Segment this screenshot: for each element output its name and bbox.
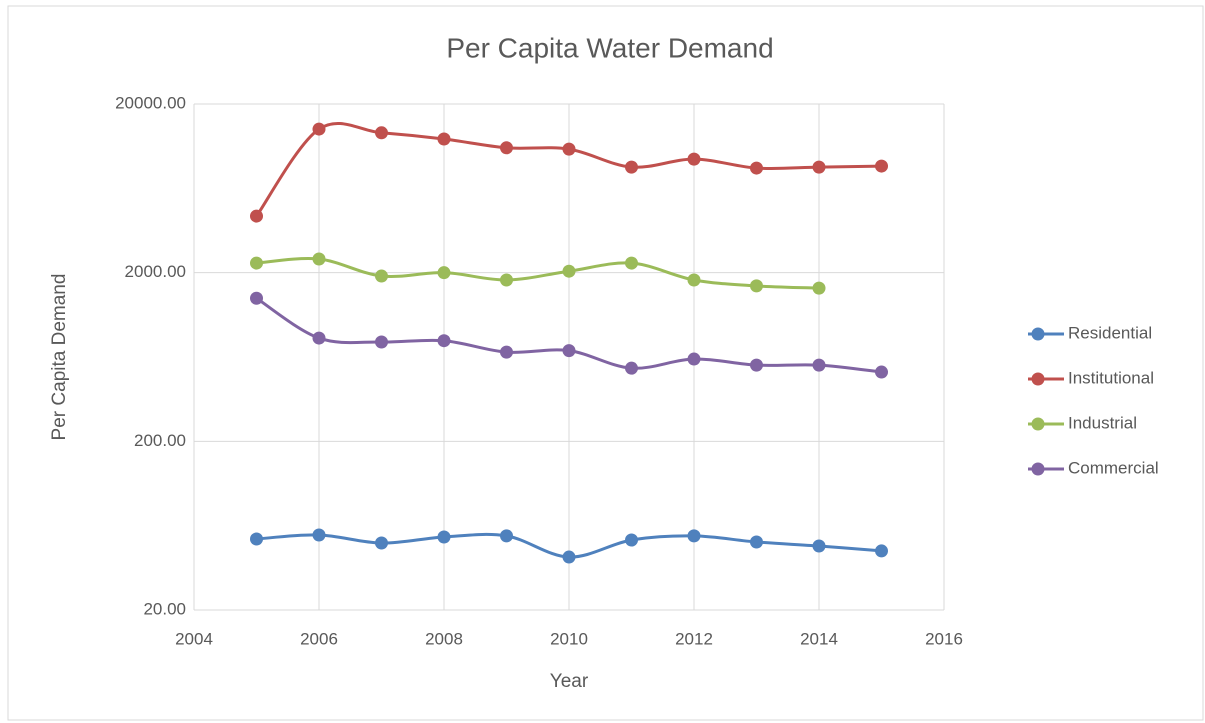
point-marker bbox=[625, 533, 638, 547]
point-marker bbox=[500, 529, 513, 543]
x-tick-label: 2014 bbox=[800, 629, 838, 648]
point-marker bbox=[437, 266, 451, 280]
point-marker bbox=[750, 358, 763, 372]
point-marker bbox=[750, 161, 763, 175]
y-axis-label: Per Capita Demand bbox=[49, 274, 70, 441]
x-tick-label: 2008 bbox=[425, 629, 463, 648]
y-tick-label: 200.00 bbox=[134, 431, 186, 450]
point-marker bbox=[625, 160, 638, 174]
point-marker bbox=[875, 159, 888, 173]
point-marker bbox=[687, 529, 701, 543]
y-tick-label: 20.00 bbox=[143, 599, 186, 618]
y-tick-label: 2000.00 bbox=[125, 262, 186, 281]
point-marker bbox=[875, 365, 888, 379]
point-marker bbox=[500, 345, 513, 359]
point-marker bbox=[375, 126, 388, 140]
point-marker bbox=[562, 344, 576, 358]
point-marker bbox=[375, 536, 388, 550]
x-tick-label: 2010 bbox=[550, 629, 588, 648]
point-marker bbox=[312, 122, 326, 136]
point-marker bbox=[562, 550, 576, 564]
y-tick-label: 20000.00 bbox=[115, 93, 186, 112]
legend-marker bbox=[1031, 327, 1045, 341]
point-marker bbox=[750, 535, 763, 549]
x-tick-label: 2016 bbox=[925, 629, 963, 648]
point-marker bbox=[750, 279, 763, 293]
point-marker bbox=[500, 273, 513, 287]
point-marker bbox=[312, 528, 326, 542]
point-marker bbox=[312, 331, 326, 345]
point-marker bbox=[500, 141, 513, 155]
point-marker bbox=[437, 530, 451, 544]
point-marker bbox=[687, 273, 701, 287]
legend-marker bbox=[1031, 462, 1045, 476]
point-marker bbox=[250, 291, 263, 305]
point-marker bbox=[250, 256, 263, 270]
point-marker bbox=[562, 142, 576, 156]
series-line bbox=[256, 257, 820, 290]
legend-label: Residential bbox=[1068, 323, 1152, 342]
point-marker bbox=[687, 152, 701, 166]
chart-title: Per Capita Water Demand bbox=[446, 32, 773, 63]
point-marker bbox=[562, 264, 576, 278]
point-marker bbox=[812, 281, 826, 295]
legend-marker bbox=[1031, 417, 1045, 431]
point-marker bbox=[687, 352, 701, 366]
point-marker bbox=[250, 532, 263, 546]
point-marker bbox=[375, 269, 388, 283]
x-tick-label: 2012 bbox=[675, 629, 713, 648]
legend-marker bbox=[1031, 372, 1045, 386]
point-marker bbox=[625, 361, 638, 375]
point-marker bbox=[875, 544, 888, 558]
x-axis-label: Year bbox=[550, 671, 589, 692]
legend-label: Industrial bbox=[1068, 413, 1137, 432]
point-marker bbox=[437, 334, 451, 348]
point-marker bbox=[312, 252, 326, 266]
point-marker bbox=[812, 160, 826, 174]
point-marker bbox=[625, 256, 638, 270]
legend-label: Commercial bbox=[1068, 458, 1159, 477]
x-tick-label: 2006 bbox=[300, 629, 338, 648]
point-marker bbox=[812, 539, 826, 553]
x-tick-label: 2004 bbox=[175, 629, 213, 648]
legend-label: Institutional bbox=[1068, 368, 1154, 387]
point-marker bbox=[812, 358, 826, 372]
point-marker bbox=[375, 335, 388, 349]
point-marker bbox=[250, 209, 263, 223]
point-marker bbox=[437, 132, 451, 146]
